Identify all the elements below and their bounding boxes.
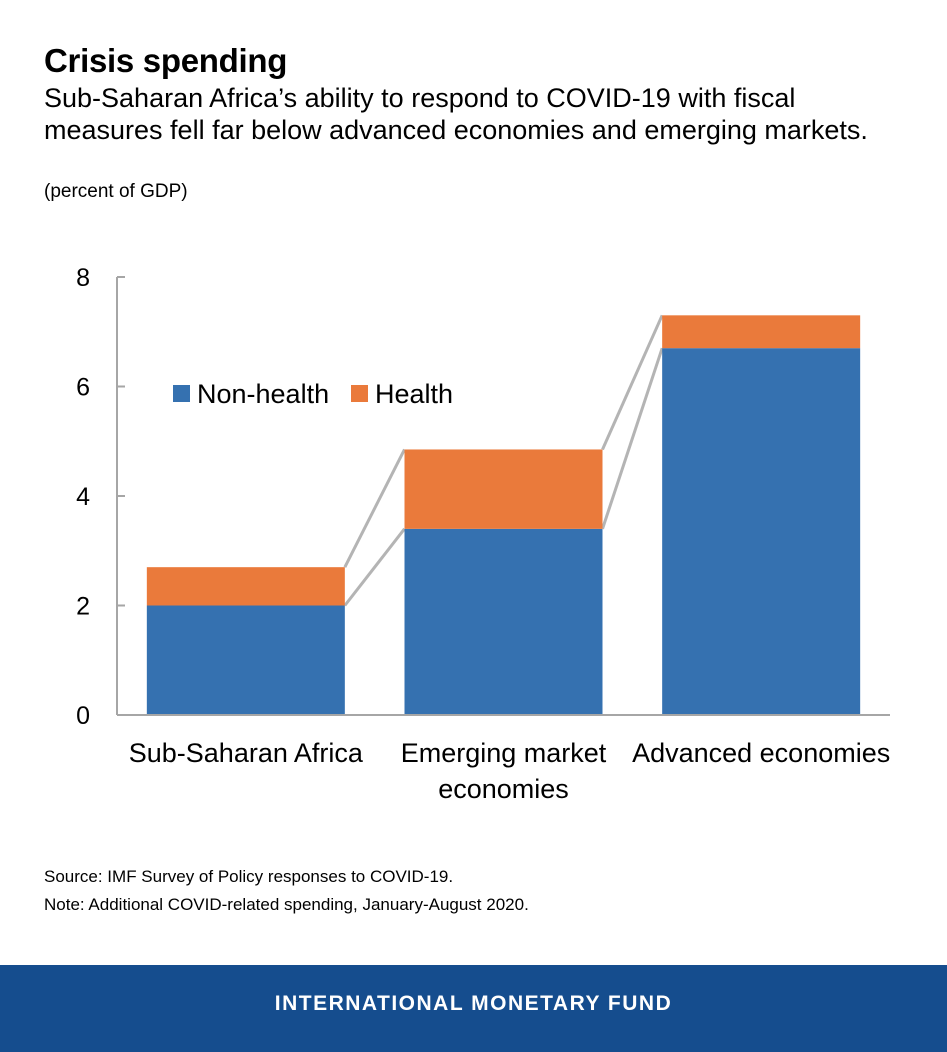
chart-subtitle: Sub-Saharan Africa’s ability to respond … [44, 83, 868, 145]
connector-line [343, 448, 406, 568]
legend: Non-health Health [173, 379, 453, 409]
y-tick-label: 0 [76, 702, 90, 730]
footer-label: INTERNATIONAL MONETARY FUND [274, 991, 673, 1015]
category-labels: Sub-Saharan Africa Emerging market economi… [129, 738, 890, 804]
bar-health [404, 449, 603, 529]
axes: 0 2 4 6 8 [76, 264, 890, 730]
chart-title: Crisis spending [44, 42, 288, 79]
y-tick-label: 2 [76, 593, 90, 621]
legend-swatch [173, 385, 190, 402]
bar-non-health [146, 605, 345, 715]
y-tick-label: 8 [76, 264, 90, 292]
connector-line [601, 314, 664, 451]
bar-non-health [662, 348, 861, 715]
bar-non-health [404, 528, 603, 715]
unit-label: (percent of GDP) [44, 181, 188, 202]
connector-line [601, 347, 664, 530]
bar-health [146, 567, 345, 606]
connector-line [343, 527, 406, 607]
footnote: Note: Additional COVID-related spending,… [44, 895, 529, 914]
y-tick-label: 6 [76, 374, 90, 402]
legend-label: Non-health [197, 379, 329, 409]
legend-swatch [351, 385, 368, 402]
category-label: economies [438, 774, 569, 804]
source-note: Source: IMF Survey of Policy responses t… [44, 867, 454, 886]
category-label: Emerging market [401, 738, 607, 768]
stacked-bar-chart: 0 2 4 6 8 Sub-Saharan Africa Emerging market e… [76, 264, 890, 804]
legend-label: Health [375, 379, 453, 409]
footer-banner: INTERNATIONAL MONETARY FUND [0, 965, 947, 1052]
category-label: Sub-Saharan Africa [129, 738, 364, 768]
bar-health [662, 315, 861, 349]
connector-lines [343, 314, 664, 607]
category-label: Advanced economies [632, 738, 890, 768]
bar-group [146, 315, 861, 715]
y-tick-label: 4 [76, 483, 90, 511]
